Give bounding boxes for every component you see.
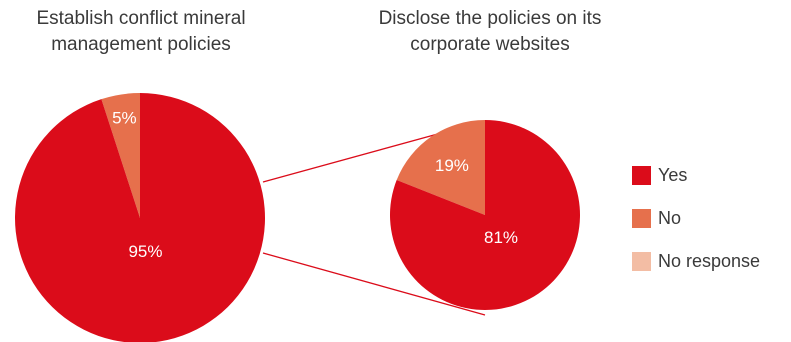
- legend-swatch-no-response: [632, 251, 651, 271]
- policies-data-label-no: 5%: [112, 109, 137, 128]
- legend-item-no-response: No response: [632, 249, 760, 273]
- pie-chart-policies: 5% 95%: [15, 93, 265, 342]
- chart-title-policies: Establish conflict mineral management po…: [36, 8, 246, 55]
- legend-item-yes: Yes: [632, 163, 760, 187]
- policies-slice-yes: [15, 93, 265, 342]
- legend-label-no-response: No response: [658, 250, 761, 271]
- legend-item-no: No: [632, 206, 760, 230]
- legend-swatch-yes: [632, 165, 651, 185]
- disclosure-data-label-no: 19%: [435, 156, 469, 175]
- policies-data-label-yes: 95%: [128, 242, 162, 261]
- disclosure-data-label-yes: 81%: [484, 228, 518, 247]
- pie-chart-disclosure: 19% 81%: [390, 120, 581, 310]
- connector-line-bottom: [262, 252, 486, 316]
- disclosure-slice-no: [396, 120, 485, 215]
- legend-swatch-no: [632, 208, 651, 228]
- chart-title-disclosure: Disclose the policies on its corporate w…: [378, 8, 602, 55]
- legend: Yes No No response: [632, 163, 760, 292]
- policies-slice-no: [101, 93, 140, 218]
- legend-label-yes: Yes: [658, 164, 688, 185]
- legend-label-no: No: [658, 207, 682, 228]
- disclosure-slice-yes: [390, 120, 581, 310]
